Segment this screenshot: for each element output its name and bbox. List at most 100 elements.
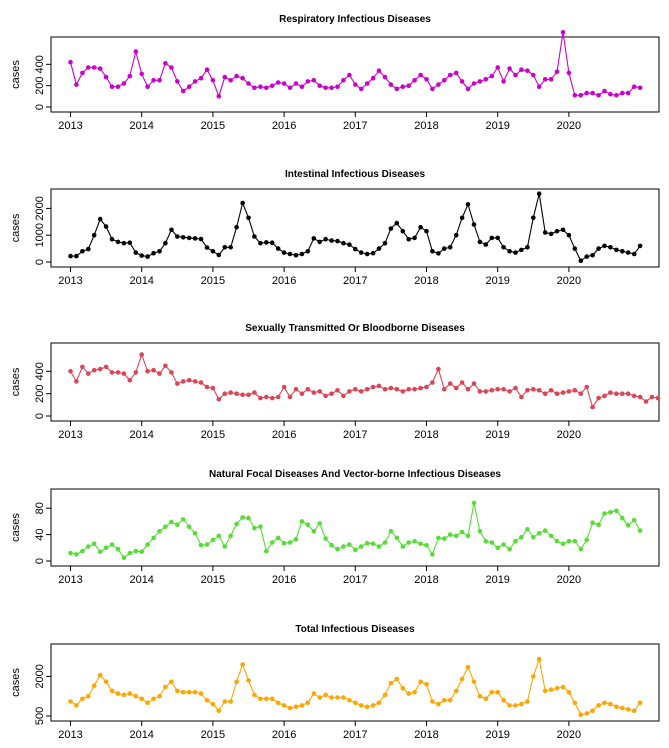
data-point xyxy=(323,536,328,541)
data-point xyxy=(186,84,192,89)
data-point xyxy=(287,394,293,400)
data-point xyxy=(364,540,370,546)
data-point xyxy=(507,249,512,254)
data-point xyxy=(264,85,269,91)
data-point xyxy=(483,77,489,82)
data-point xyxy=(418,72,423,78)
data-point xyxy=(501,697,506,703)
data-point xyxy=(115,239,121,245)
data-point xyxy=(548,687,554,692)
data-point xyxy=(554,69,560,75)
data-point xyxy=(459,529,465,535)
data-point xyxy=(566,689,572,695)
data-point xyxy=(252,234,257,239)
data-point xyxy=(424,228,429,234)
data-point xyxy=(216,94,222,99)
data-point xyxy=(240,75,245,81)
data-point xyxy=(459,215,465,221)
data-point xyxy=(222,699,228,704)
data-point xyxy=(299,519,305,524)
data-point xyxy=(275,700,281,706)
data-point xyxy=(299,391,305,397)
x-tick-label: 2013 xyxy=(58,429,82,441)
data-point xyxy=(489,235,495,241)
data-point xyxy=(436,535,441,541)
data-point xyxy=(501,79,506,84)
data-point xyxy=(477,389,483,394)
data-point xyxy=(305,249,311,254)
data-point xyxy=(358,86,364,92)
data-point xyxy=(133,49,139,54)
data-point xyxy=(495,386,501,392)
y-tick-label: 1000 xyxy=(34,223,46,247)
data-point xyxy=(394,535,400,541)
x-tick-label: 2019 xyxy=(485,574,509,586)
data-point xyxy=(323,85,328,91)
data-point xyxy=(139,352,144,357)
data-point xyxy=(412,689,417,695)
data-point xyxy=(465,664,471,670)
data-point xyxy=(258,84,263,89)
data-point xyxy=(436,701,441,707)
data-point xyxy=(453,70,459,76)
data-point xyxy=(186,689,192,695)
data-point xyxy=(596,246,601,251)
data-point xyxy=(299,703,305,708)
data-point xyxy=(151,367,156,373)
data-point xyxy=(548,388,554,393)
chart-panel-1: Respiratory Infectious Diseases cases 0 200… xyxy=(10,14,660,132)
data-point xyxy=(495,689,501,695)
data-point xyxy=(169,679,174,684)
data-point xyxy=(584,711,589,716)
data-point xyxy=(447,381,453,386)
data-point xyxy=(358,250,364,255)
data-point xyxy=(590,253,595,258)
data-point xyxy=(554,228,560,234)
data-point xyxy=(400,686,406,691)
data-point xyxy=(109,542,115,547)
data-point xyxy=(86,371,91,376)
data-point xyxy=(620,705,625,711)
data-point xyxy=(252,525,257,531)
data-point xyxy=(228,78,233,83)
data-point xyxy=(525,68,530,73)
data-point xyxy=(376,246,382,251)
x-tick-label: 2015 xyxy=(201,574,225,586)
data-point xyxy=(358,544,364,549)
data-point xyxy=(560,227,566,233)
data-point xyxy=(91,683,97,688)
data-point xyxy=(590,708,595,713)
data-point xyxy=(584,537,589,543)
data-point xyxy=(453,232,459,238)
data-point xyxy=(305,522,311,527)
data-point xyxy=(584,254,589,259)
data-point xyxy=(477,79,483,84)
data-point xyxy=(608,390,613,395)
data-point xyxy=(157,693,162,699)
data-point xyxy=(453,385,459,391)
x-tick-label: 2014 xyxy=(129,729,153,741)
data-point xyxy=(317,521,323,526)
data-point xyxy=(614,508,619,514)
data-point xyxy=(216,708,222,713)
data-point xyxy=(80,696,85,702)
data-point xyxy=(643,399,649,404)
data-point xyxy=(192,79,198,84)
data-point xyxy=(513,250,518,255)
data-point xyxy=(127,691,133,696)
data-point xyxy=(68,253,73,259)
data-point xyxy=(180,689,186,695)
data-point xyxy=(459,676,465,682)
data-point xyxy=(329,238,334,243)
data-point xyxy=(192,689,198,695)
data-point xyxy=(258,395,263,401)
data-point xyxy=(572,388,578,393)
data-point xyxy=(240,515,245,520)
data-point xyxy=(418,224,423,230)
x-tick-label: 2014 xyxy=(129,429,153,441)
data-point xyxy=(281,703,287,708)
data-point xyxy=(287,705,293,711)
y-tick-label: 200 xyxy=(34,76,46,94)
data-point xyxy=(216,533,222,539)
data-point xyxy=(465,86,471,92)
